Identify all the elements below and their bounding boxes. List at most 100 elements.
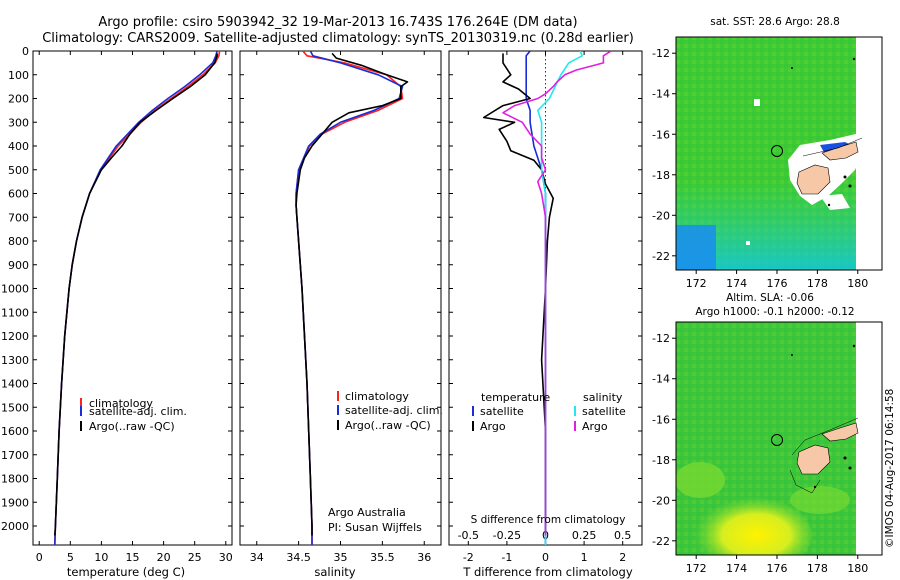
depth-tick-label: 1700 — [1, 449, 29, 462]
depth-tick-label: 1000 — [1, 283, 29, 296]
sla-map-title: Altim. SLA: -0.06 — [726, 292, 814, 304]
lat-tick-label: -20 — [652, 209, 670, 222]
depth-tick-label: 600 — [8, 188, 29, 201]
sla-map-subtitle: Argo h1000: -0.1 h2000: -0.12 — [695, 306, 854, 318]
sla-high-anomaly — [688, 497, 812, 555]
difference-lines — [482, 51, 612, 545]
lon-tick-label: 172 — [686, 562, 707, 575]
sla-island-viti-levu — [796, 444, 831, 475]
depth-tick-label: 1900 — [1, 496, 29, 509]
sst-island-viti-levu — [796, 164, 831, 195]
lon-tick-label: 178 — [807, 277, 828, 290]
x-tick-label: 34.5 — [286, 551, 311, 564]
temperature-axes-frame — [32, 50, 233, 546]
salinity-diff-tick-label: 0.5 — [614, 529, 632, 542]
sla-map-ticks: 172 174 176 178 180 -12 -14 -16 -18 -20 -22 — [652, 332, 868, 575]
depth-tick-label: 300 — [8, 116, 29, 129]
sla-map-frame — [675, 321, 883, 556]
sla-islet — [843, 456, 847, 460]
lat-tick-label: -12 — [652, 332, 670, 345]
temperature-legend: climatology satellite-adj. clim. Argo(..… — [80, 397, 187, 433]
series-salinity-argo — [502, 51, 612, 536]
sst-argo-marker — [771, 145, 783, 157]
lat-tick-label: -22 — [652, 250, 670, 263]
difference-panel: -2 -1 0 1 2-0.5 -0.25 0 0.25 0.5 S difference fr… — [448, 50, 643, 579]
depth-tick-label: 1400 — [1, 378, 29, 391]
sla-islet — [813, 485, 817, 489]
series-argo-raw-qc- — [54, 53, 218, 536]
depth-tick-label: 1300 — [1, 354, 29, 367]
sst-map-frame — [675, 36, 883, 271]
lon-tick-label: 180 — [847, 277, 868, 290]
x-tick-label: -2 — [463, 551, 474, 564]
salinity-diff-tick-label: -0.25 — [493, 529, 521, 542]
x-tick-label: 36 — [417, 551, 431, 564]
temperature-legend-argo: Argo(..raw -QC) — [89, 420, 175, 433]
salinity-legend-satellite: satellite-adj. clim. — [345, 404, 443, 417]
difference-legend-temp-satellite: satellite — [480, 405, 524, 418]
salinity-xlabel: salinity — [314, 565, 355, 579]
sst-islet — [852, 57, 856, 61]
imos-timestamp: ©IMOS 04-Aug-2017 06:14:58 — [884, 389, 896, 548]
lat-tick-label: -12 — [652, 47, 670, 60]
x-tick-label: 15 — [126, 551, 140, 564]
salinity-ticks: 34 34.5 35 35.5 36 — [240, 50, 441, 564]
x-tick-label: 0 — [542, 551, 549, 564]
x-tick-label: -1 — [501, 551, 512, 564]
sst-islet — [848, 184, 852, 188]
sst-map-title: sat. SST: 28.6 Argo: 28.8 — [710, 16, 840, 28]
depth-tick-label: 700 — [8, 211, 29, 224]
sst-map-ticks: 172 174 176 178 180 -12 -14 -16 -18 -20 -22 — [652, 47, 868, 290]
sst-islet — [843, 175, 847, 179]
salinity-legend-argo: Argo(..raw -QC) — [345, 419, 431, 432]
x-tick-label: 1 — [581, 551, 588, 564]
depth-tick-label: 0 — [22, 45, 29, 58]
lon-tick-label: 180 — [847, 562, 868, 575]
series-argo-raw-qc- — [295, 52, 409, 536]
salinity-axes-frame — [239, 50, 442, 546]
difference-xlabel: T difference from climatology — [462, 565, 633, 579]
temperature-ticks: 0100200300400500600700800900100011001200… — [1, 45, 233, 564]
x-tick-label: 2 — [619, 551, 626, 564]
x-tick-label: 10 — [94, 551, 108, 564]
temperature-legend-climatology: climatology — [89, 397, 153, 410]
header-line-2: Climatology: CARS2009. Satellite-adjuste… — [42, 31, 634, 46]
sla-no-data-east — [856, 322, 882, 555]
depth-tick-label: 200 — [8, 93, 29, 106]
x-tick-label: 5 — [67, 551, 74, 564]
lon-tick-label: 172 — [686, 277, 707, 290]
salinity-diff-tick-label: 0.25 — [572, 529, 597, 542]
lon-tick-label: 176 — [766, 277, 787, 290]
depth-tick-label: 100 — [8, 69, 29, 82]
difference-legend-sal-satellite: satellite — [582, 405, 626, 418]
depth-tick-label: 900 — [8, 259, 29, 272]
difference-top-xlabel: S difference from climatology — [471, 514, 626, 526]
lat-tick-label: -16 — [652, 128, 670, 141]
sla-map-field — [676, 322, 882, 555]
lon-tick-label: 174 — [726, 562, 747, 575]
sla-argo-marker — [771, 434, 783, 446]
salinity-lines — [295, 51, 409, 545]
sla-islet — [852, 344, 856, 348]
sst-no-data-cell — [746, 241, 750, 245]
sst-map-field — [676, 37, 882, 270]
depth-tick-label: 2000 — [1, 520, 29, 533]
x-tick-label: 20 — [157, 551, 171, 564]
sla-map-panel: Altim. SLA: -0.06 Argo h1000: -0.1 h2000… — [652, 292, 883, 575]
x-tick-label: 30 — [219, 551, 233, 564]
depth-tick-label: 1200 — [1, 330, 29, 343]
lat-tick-label: -16 — [652, 413, 670, 426]
x-tick-label: 25 — [188, 551, 202, 564]
depth-tick-label: 1800 — [1, 473, 29, 486]
lon-tick-label: 174 — [726, 277, 747, 290]
difference-legend: temperature salinity satellite Argo sate… — [472, 391, 626, 433]
sst-islet — [827, 203, 831, 207]
salinity-annotation-pi: PI: Susan Wijffels — [328, 521, 422, 534]
difference-legend-temp-argo: Argo — [480, 420, 506, 433]
series-temperature-argo — [482, 53, 555, 536]
sst-cloud-mask — [820, 194, 850, 210]
temperature-xlabel: temperature (deg C) — [67, 565, 185, 579]
sst-map-panel: sat. SST: 28.6 Argo: 28.8 172 174 176 178 18… — [652, 16, 883, 290]
sst-islet — [791, 67, 793, 69]
